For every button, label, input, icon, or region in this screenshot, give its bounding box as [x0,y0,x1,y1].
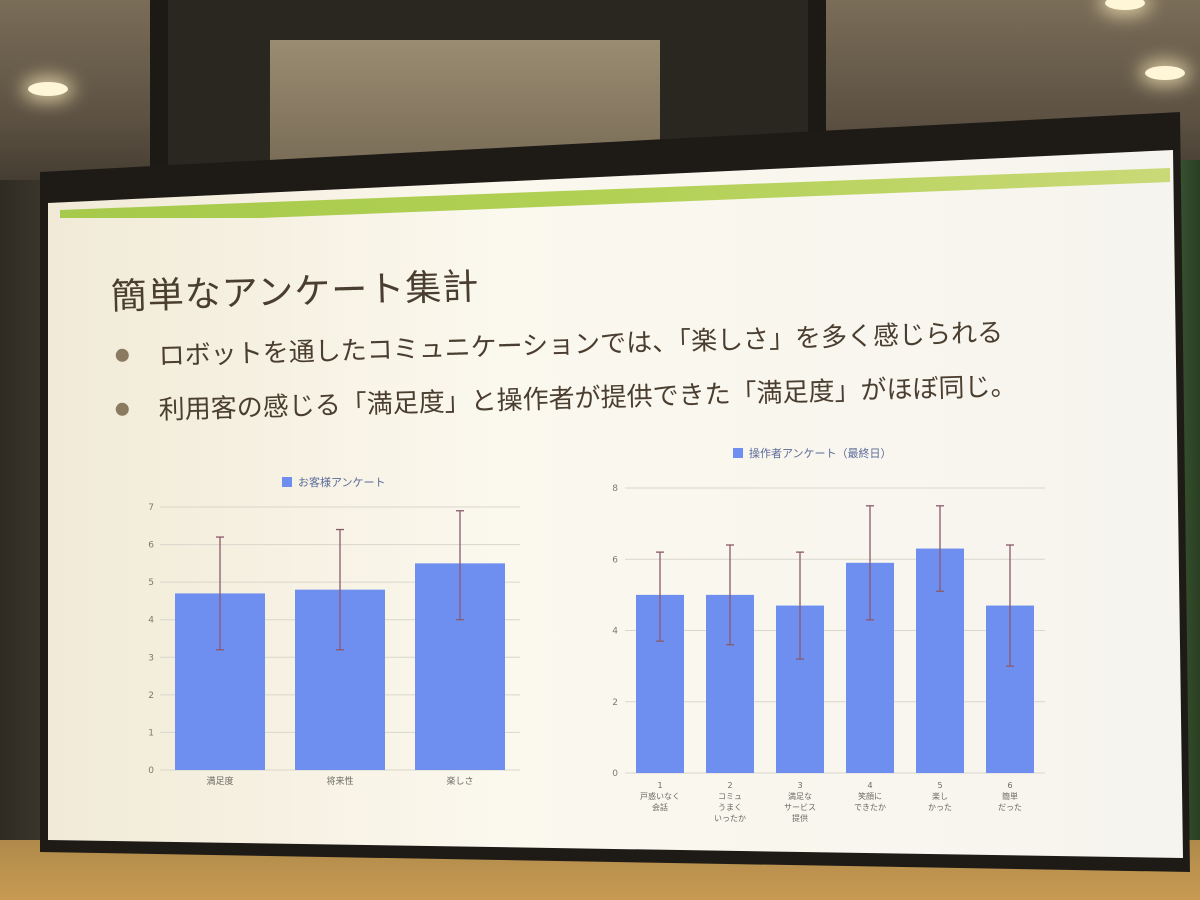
y-tick-label: 6 [612,555,618,565]
x-tick-label: 満足度 [206,775,233,787]
legend-swatch-icon [282,477,292,487]
legend-label: お客様アンケート [298,476,386,489]
x-tick-label: 2 コミュうまくいったか [714,781,746,823]
legend-label: 操作者アンケート（最終日） [749,447,892,460]
ceiling-light-icon [1105,0,1145,10]
x-tick-label: 5 楽しかった [928,781,952,812]
y-tick-label: 7 [148,503,154,513]
ceiling-light-icon [1145,66,1185,80]
y-tick-label: 4 [148,616,154,626]
y-tick-label: 6 [148,541,154,551]
room-window-pane [270,40,660,160]
x-tick-label: 楽しさ [446,775,473,787]
y-tick-label: 5 [148,578,154,588]
x-tick-label: 6 簡単だった [998,781,1022,812]
legend-swatch-icon [733,448,743,458]
y-tick-label: 2 [148,691,154,701]
x-tick-label: 4 笑顔にできたか [854,781,886,812]
y-tick-label: 0 [148,766,154,776]
chart2-legend: 操作者アンケート（最終日） [733,445,892,461]
x-tick-label: 3 満足なサービス提供 [784,781,816,823]
x-tick-label: 1 戸惑いなく会話 [640,781,680,812]
y-tick-label: 2 [612,698,618,708]
chart1-legend: お客様アンケート [282,474,386,490]
x-tick-label: 将来性 [326,775,353,787]
y-tick-label: 3 [148,653,154,663]
ceiling-light-icon [28,82,68,96]
y-tick-label: 4 [612,627,618,637]
y-tick-label: 8 [612,484,618,494]
y-tick-label: 1 [148,728,154,738]
y-tick-label: 0 [612,769,618,779]
